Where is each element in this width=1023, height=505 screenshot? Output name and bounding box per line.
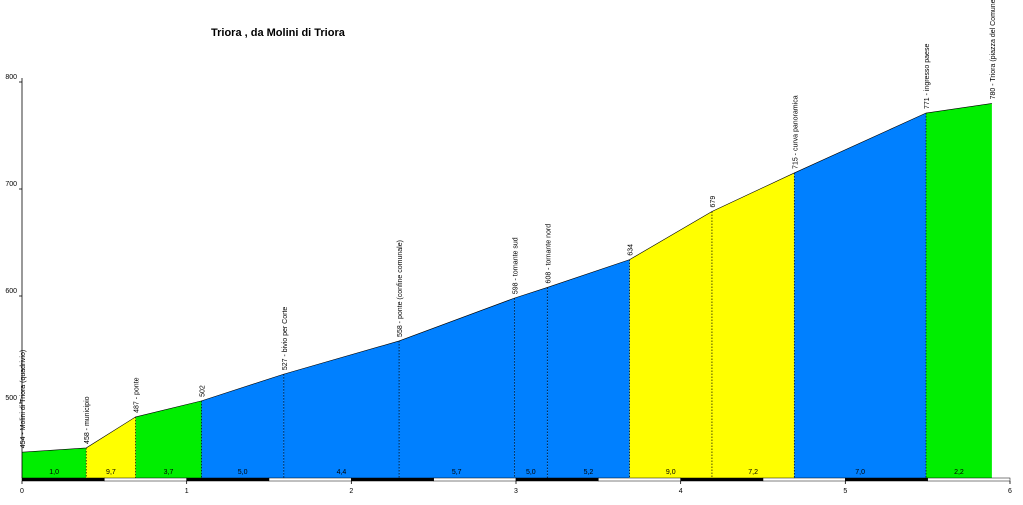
segment-dividers: [85, 113, 927, 478]
gradient-label-6: 5,0: [526, 469, 536, 476]
axes: 500 600 700 800 0 1 2 3 4 5 6: [5, 74, 1012, 495]
segment-area-4: [283, 340, 400, 478]
gradient-labels: 1,0 9,7 3,7 5,0 4,4 5,7 5,0 5,2 9,0 7,2 7,0 2,2: [49, 469, 964, 476]
gradient-label-1: 9,7: [106, 469, 116, 476]
segment-areas: [21, 103, 992, 479]
point-label-11: 771 - ingresso paese: [924, 44, 931, 109]
km-bar-4: [351, 477, 434, 482]
chart-title: Triora , da Molini di Triora: [211, 27, 345, 39]
x-tick-label-1: 1: [185, 488, 189, 495]
segment-area-10: [794, 113, 927, 478]
gradient-label-0: 1,0: [49, 469, 59, 476]
gradient-label-2: 3,7: [164, 469, 174, 476]
km-bar-0: [21, 477, 105, 482]
gradient-label-7: 5,2: [584, 469, 594, 476]
segment-area-8: [629, 211, 712, 478]
point-label-5: 558 - ponte (confine comunale): [397, 240, 404, 337]
point-label-1: 458 - municipio: [84, 396, 91, 444]
km-bar-2: [186, 477, 270, 482]
y-tick-label-600: 600: [5, 288, 17, 295]
x-tick-label-6: 6: [1008, 488, 1012, 495]
km-bar-8: [680, 477, 764, 482]
point-label-9: 679: [710, 196, 717, 208]
gradient-label-11: 2,2: [954, 469, 964, 476]
x-tick-label-4: 4: [679, 488, 683, 495]
point-label-12: 780 - Triora (piazza del Comune): [990, 0, 997, 99]
segment-area-0: [22, 447, 87, 478]
km-bar-11: [927, 477, 1011, 482]
km-bar-7: [598, 477, 681, 482]
x-tick-label-0: 0: [20, 488, 24, 495]
gradient-label-10: 7,0: [855, 469, 865, 476]
segment-area-9: [711, 172, 795, 478]
gradient-label-8: 9,0: [666, 469, 676, 476]
km-bar-10: [845, 477, 928, 482]
point-label-6: 598 - tornante sud: [512, 237, 519, 294]
segment-area-11: [926, 103, 992, 479]
km-bar-5: [433, 477, 517, 482]
segment-area-2: [135, 400, 202, 478]
x-tick-label-3: 3: [514, 488, 518, 495]
gradient-label-3: 5,0: [238, 469, 248, 476]
y-tick-label-800: 800: [5, 74, 17, 81]
segment-area-6: [514, 287, 548, 478]
km-bar-3: [268, 477, 352, 482]
point-label-3: 502: [199, 385, 206, 397]
point-label-2: 487 - ponte: [134, 377, 141, 413]
y-tick-label-700: 700: [5, 181, 17, 188]
km-bar-6: [515, 477, 599, 482]
segment-area-7: [547, 259, 630, 478]
x-tick-label-5: 5: [843, 488, 847, 495]
km-bar-1: [104, 477, 187, 482]
x-tick-label-2: 2: [349, 488, 353, 495]
segment-area-5: [399, 298, 515, 478]
point-label-4: 527 - bivio per Corte: [282, 307, 289, 371]
gradient-label-4: 4,4: [337, 469, 347, 476]
gradient-label-5: 5,7: [452, 469, 462, 476]
point-label-7: 608 - tornante nord: [545, 224, 552, 284]
segment-area-3: [201, 374, 284, 478]
point-labels: 454 - Molini di Triora (quadrivio) 458 - …: [20, 0, 997, 448]
segment-area-1: [86, 416, 136, 478]
point-label-8: 634: [628, 244, 635, 256]
km-bar-9: [762, 477, 846, 482]
y-tick-label-500: 500: [5, 395, 17, 402]
point-label-10: 715 - curva panoramica: [792, 95, 799, 169]
point-label-0: 454 - Molini di Triora (quadrivio): [20, 350, 27, 448]
gradient-label-9: 7,2: [748, 469, 758, 476]
